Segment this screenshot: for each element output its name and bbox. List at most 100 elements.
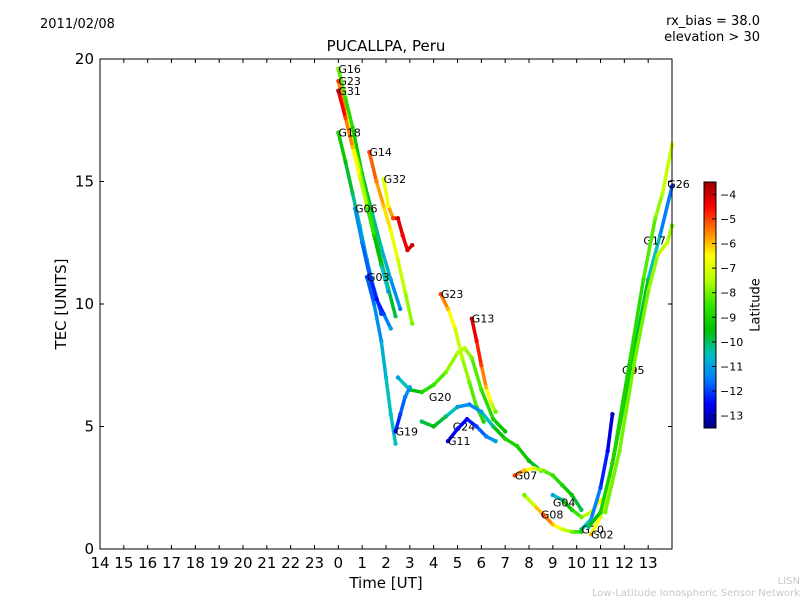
series-segment: [343, 96, 355, 130]
x-tick-label: 13: [639, 554, 658, 572]
series-segment: [453, 326, 465, 360]
series-segment: [479, 388, 495, 421]
series-g06: G06: [352, 202, 393, 331]
data-point: [522, 468, 527, 473]
data-point: [598, 510, 603, 515]
data-point: [343, 96, 348, 101]
series-segment: [467, 380, 479, 409]
satellite-label: G04: [553, 496, 576, 509]
x-tick-label: 16: [138, 554, 157, 572]
data-point: [388, 228, 393, 233]
series-segment: [589, 486, 603, 522]
series-segment: [420, 383, 436, 394]
series-segment: [379, 339, 388, 380]
series-segment: [389, 277, 403, 311]
data-point: [579, 507, 584, 512]
data-point: [491, 424, 496, 429]
satellite-label: G19: [396, 425, 419, 438]
data-point: [336, 78, 341, 84]
data-point: [603, 510, 608, 515]
series-segment: [381, 204, 393, 233]
x-tick-label: 3: [405, 554, 415, 572]
series-segment: [641, 216, 658, 282]
data-point: [452, 326, 458, 331]
satellite-label: G02: [591, 528, 614, 541]
data-point: [386, 289, 391, 294]
series-segment: [343, 160, 355, 196]
series-g20: G20: [395, 345, 508, 434]
colorbar-tick-label: −9: [720, 311, 736, 324]
series-segment: [560, 483, 574, 497]
data-point: [390, 216, 396, 221]
data-point: [481, 419, 486, 424]
series-segment: [455, 417, 469, 431]
data-point: [655, 252, 660, 258]
x-tick-label: 11: [591, 554, 610, 572]
colorbar-tick-label: −11: [720, 361, 743, 374]
x-tick-label: 23: [305, 554, 324, 572]
data-point: [352, 206, 358, 211]
series-segment: [605, 412, 615, 453]
data-point: [367, 149, 372, 155]
series-segment: [443, 405, 460, 419]
series-g31: G31: [336, 85, 391, 294]
data-point: [443, 370, 448, 375]
data-point: [483, 434, 489, 439]
data-point: [350, 145, 355, 150]
series-segment: [372, 233, 383, 267]
data-point: [586, 524, 591, 530]
y-tick-label: 20: [75, 50, 94, 68]
series-segment: [384, 375, 393, 416]
series-segment: [336, 89, 348, 120]
x-axis: 14 15 16 17 18 19 20 21 22 23 0 1 2 3 4 5 6 7 8 9 10 11 12 13: [90, 59, 658, 572]
colorbar-tick-label: −5: [720, 213, 736, 226]
data-point: [431, 424, 436, 429]
series-segment: [396, 258, 407, 294]
series-segment: [353, 206, 364, 245]
data-point: [467, 380, 472, 385]
plot-frame: [99, 58, 673, 550]
series-segment: [515, 444, 531, 463]
data-point: [522, 492, 527, 498]
data-point: [479, 409, 484, 414]
data-point: [653, 216, 658, 221]
series-segment: [439, 292, 450, 311]
data-point: [350, 191, 355, 196]
series-segment: [646, 253, 660, 294]
series-segment: [398, 395, 407, 416]
data-point: [336, 130, 341, 135]
satellite-label: G32: [384, 173, 407, 186]
y-tick-label: 5: [84, 418, 94, 436]
data-point: [374, 179, 379, 184]
series-segment: [655, 241, 669, 257]
series-segment: [446, 427, 460, 443]
data-point: [610, 412, 615, 417]
data-point: [393, 314, 398, 319]
data-point: [336, 66, 341, 72]
series-segment: [484, 385, 493, 404]
credit-short: LISN: [777, 576, 800, 587]
series-segment: [632, 290, 650, 367]
data-point: [343, 159, 348, 165]
data-point: [395, 216, 401, 221]
data-point: [665, 240, 670, 245]
series-segment: [665, 223, 674, 245]
data-point: [455, 350, 460, 356]
series-segment: [570, 493, 584, 512]
x-tick-label: 0: [334, 554, 344, 572]
data-point: [398, 306, 403, 312]
data-point: [550, 522, 556, 527]
data-point: [445, 439, 451, 444]
series-segment: [541, 512, 555, 527]
series-segment: [365, 204, 376, 238]
series-segment: [403, 290, 414, 326]
series-g04: G04: [550, 492, 603, 520]
data-point: [455, 404, 460, 410]
series-segment: [479, 363, 488, 390]
data-point: [371, 233, 377, 238]
satellite-label: G14: [369, 146, 392, 159]
series-segment: [503, 437, 519, 448]
x-tick-label: 7: [500, 554, 510, 572]
colorbar-tick-label: −8: [720, 287, 736, 300]
series-segment: [589, 515, 603, 537]
